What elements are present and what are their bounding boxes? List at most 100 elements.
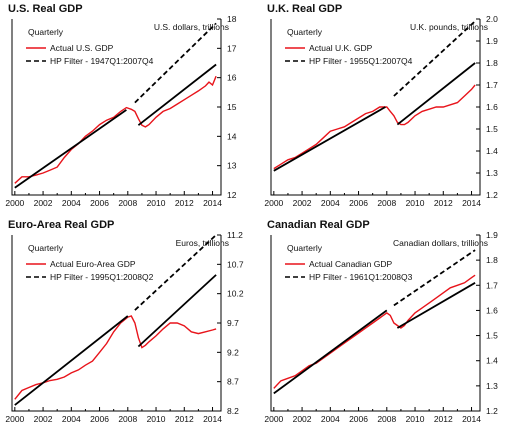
x-tick-label: 2012 xyxy=(175,414,194,424)
chart-plot: 1.2 1.3 1.4 1.5 1.6 1.7 1.8 1.9 2.0 2000 2002 2004 2… xyxy=(264,14,498,208)
y-tick-label: 16 xyxy=(227,73,237,83)
series-line-trend-forecast xyxy=(134,234,217,311)
y-tick-label: 10.7 xyxy=(227,259,244,269)
legend-label-hp-filter: HP Filter - 1947Q1:2007Q4 xyxy=(50,56,154,66)
series-line-trend-forecast xyxy=(134,22,217,104)
y-tick-label: 17 xyxy=(227,43,237,53)
y-tick-label: 1.4 xyxy=(486,356,498,366)
series-line-trend-post xyxy=(396,62,476,126)
x-tick-label: 2008 xyxy=(118,414,137,424)
x-tick-label: 2004 xyxy=(62,198,81,208)
series-line-trend-insample xyxy=(14,109,127,189)
plot-frame xyxy=(270,235,481,412)
chart-title: U.K. Real GDP xyxy=(267,3,343,15)
chart-title: U.S. Real GDP xyxy=(8,3,83,15)
series-line-actual xyxy=(273,84,476,170)
legend-frequency-label: Quarterly xyxy=(287,243,323,253)
x-tick-label: 2006 xyxy=(349,198,368,208)
series-line-actual xyxy=(14,315,217,400)
y-tick-label: 14 xyxy=(227,131,237,141)
series-line-trend-post xyxy=(137,63,217,126)
x-tick-label: 2012 xyxy=(175,198,194,208)
series-line-trend-forecast xyxy=(393,249,476,307)
legend-label-actual: Actual U.K. GDP xyxy=(309,43,373,53)
x-tick-label: 2010 xyxy=(406,414,425,424)
y-tick-label: 18 xyxy=(227,14,237,24)
y-tick-label: 1.4 xyxy=(486,146,498,156)
y-tick-label: 1.6 xyxy=(486,305,498,315)
y-tick-label: 8.7 xyxy=(227,377,239,387)
y-tick-label: 1.7 xyxy=(486,280,498,290)
axis-units-label: Canadian dollars, trillions xyxy=(393,238,488,248)
x-tick-label: 2000 xyxy=(5,198,24,208)
legend-label-hp-filter: HP Filter - 1995Q1:2008Q2 xyxy=(50,272,154,282)
legend-label-actual: Actual Euro-Area GDP xyxy=(50,259,136,269)
series-line-trend-post xyxy=(396,282,476,329)
y-tick-label: 10.2 xyxy=(227,289,244,299)
y-tick-label: 11.2 xyxy=(227,230,243,240)
legend-frequency-label: Quarterly xyxy=(287,27,323,37)
y-tick-label: 1.2 xyxy=(486,190,498,200)
x-tick-label: 2008 xyxy=(377,414,396,424)
chart-panel: Euro-Area Real GDP 8.2 8.7 9.2 9.7 10.2 10.7 11… xyxy=(0,216,259,431)
x-tick-label: 2000 xyxy=(5,414,24,424)
chart-title: Euro-Area Real GDP xyxy=(8,219,115,231)
y-tick-label: 15 xyxy=(227,102,237,112)
y-tick-label: 9.7 xyxy=(227,318,239,328)
series-line-actual xyxy=(14,75,217,184)
x-tick-label: 2012 xyxy=(434,198,453,208)
x-tick-label: 2012 xyxy=(434,414,453,424)
x-tick-label: 2000 xyxy=(264,414,283,424)
x-tick-label: 2004 xyxy=(62,414,81,424)
y-tick-label: 1.8 xyxy=(486,255,498,265)
x-tick-label: 2006 xyxy=(349,414,368,424)
series-line-trend-insample xyxy=(273,309,388,395)
series-line-trend-forecast xyxy=(393,20,476,97)
x-tick-label: 2000 xyxy=(264,198,283,208)
y-tick-label: 1.6 xyxy=(486,102,498,112)
x-tick-label: 2010 xyxy=(406,198,425,208)
y-tick-label: 9.2 xyxy=(227,347,239,357)
y-tick-label: 1.9 xyxy=(486,230,498,240)
series-line-trend-insample xyxy=(14,315,129,406)
y-tick-label: 1.7 xyxy=(486,80,498,90)
x-tick-label: 2014 xyxy=(203,198,222,208)
chart-plot: 12 13 14 15 16 17 18 2000 2002 2004 2006 2008 2010 20… xyxy=(5,14,237,208)
x-tick-label: 2008 xyxy=(118,198,137,208)
chart-panel: Canadian Real GDP 1.2 1.3 1.4 1.5 1.6 1.7 1.8 1.… xyxy=(259,216,518,431)
y-tick-label: 1.3 xyxy=(486,381,498,391)
x-tick-label: 2006 xyxy=(90,414,109,424)
x-tick-label: 2014 xyxy=(462,198,481,208)
legend-label-actual: Actual U.S. GDP xyxy=(50,43,114,53)
x-tick-label: 2008 xyxy=(377,198,396,208)
chart-panel: U.K. Real GDP 1.2 1.3 1.4 1.5 1.6 1.7 1.8 1.9 2.0… xyxy=(259,0,518,215)
x-tick-label: 2010 xyxy=(147,414,166,424)
x-tick-label: 2014 xyxy=(203,414,222,424)
y-tick-label: 1.5 xyxy=(486,331,498,341)
x-tick-label: 2004 xyxy=(321,414,340,424)
y-tick-label: 1.3 xyxy=(486,168,498,178)
y-tick-label: 12 xyxy=(227,190,237,200)
legend-label-hp-filter: HP Filter - 1955Q1:2007Q4 xyxy=(309,56,413,66)
y-tick-label: 1.9 xyxy=(486,36,498,46)
chart-title: Canadian Real GDP xyxy=(267,219,370,231)
chart-plot: 8.2 8.7 9.2 9.7 10.2 10.7 11.2 2000 2002 2004 2006… xyxy=(5,230,244,424)
legend-frequency-label: Quarterly xyxy=(28,243,64,253)
x-tick-label: 2004 xyxy=(321,198,340,208)
chart-panel: U.S. Real GDP 12 13 14 15 16 17 18 2000 2002 2004 2… xyxy=(0,0,259,215)
y-tick-label: 1.2 xyxy=(486,406,498,416)
x-tick-label: 2002 xyxy=(34,198,53,208)
x-tick-label: 2006 xyxy=(90,198,109,208)
x-tick-label: 2002 xyxy=(34,414,53,424)
y-tick-label: 8.2 xyxy=(227,406,239,416)
axis-units-label: U.K. pounds, trillions xyxy=(410,22,488,32)
y-tick-label: 13 xyxy=(227,161,237,171)
chart-plot: 1.2 1.3 1.4 1.5 1.6 1.7 1.8 1.9 2000 2002 2004 2006… xyxy=(264,230,498,424)
axis-units-label: Euros, trillions xyxy=(175,238,229,248)
x-tick-label: 2002 xyxy=(293,198,312,208)
y-tick-label: 1.8 xyxy=(486,58,498,68)
x-tick-label: 2010 xyxy=(147,198,166,208)
series-line-trend-post xyxy=(137,274,217,348)
y-tick-label: 2.0 xyxy=(486,14,498,24)
